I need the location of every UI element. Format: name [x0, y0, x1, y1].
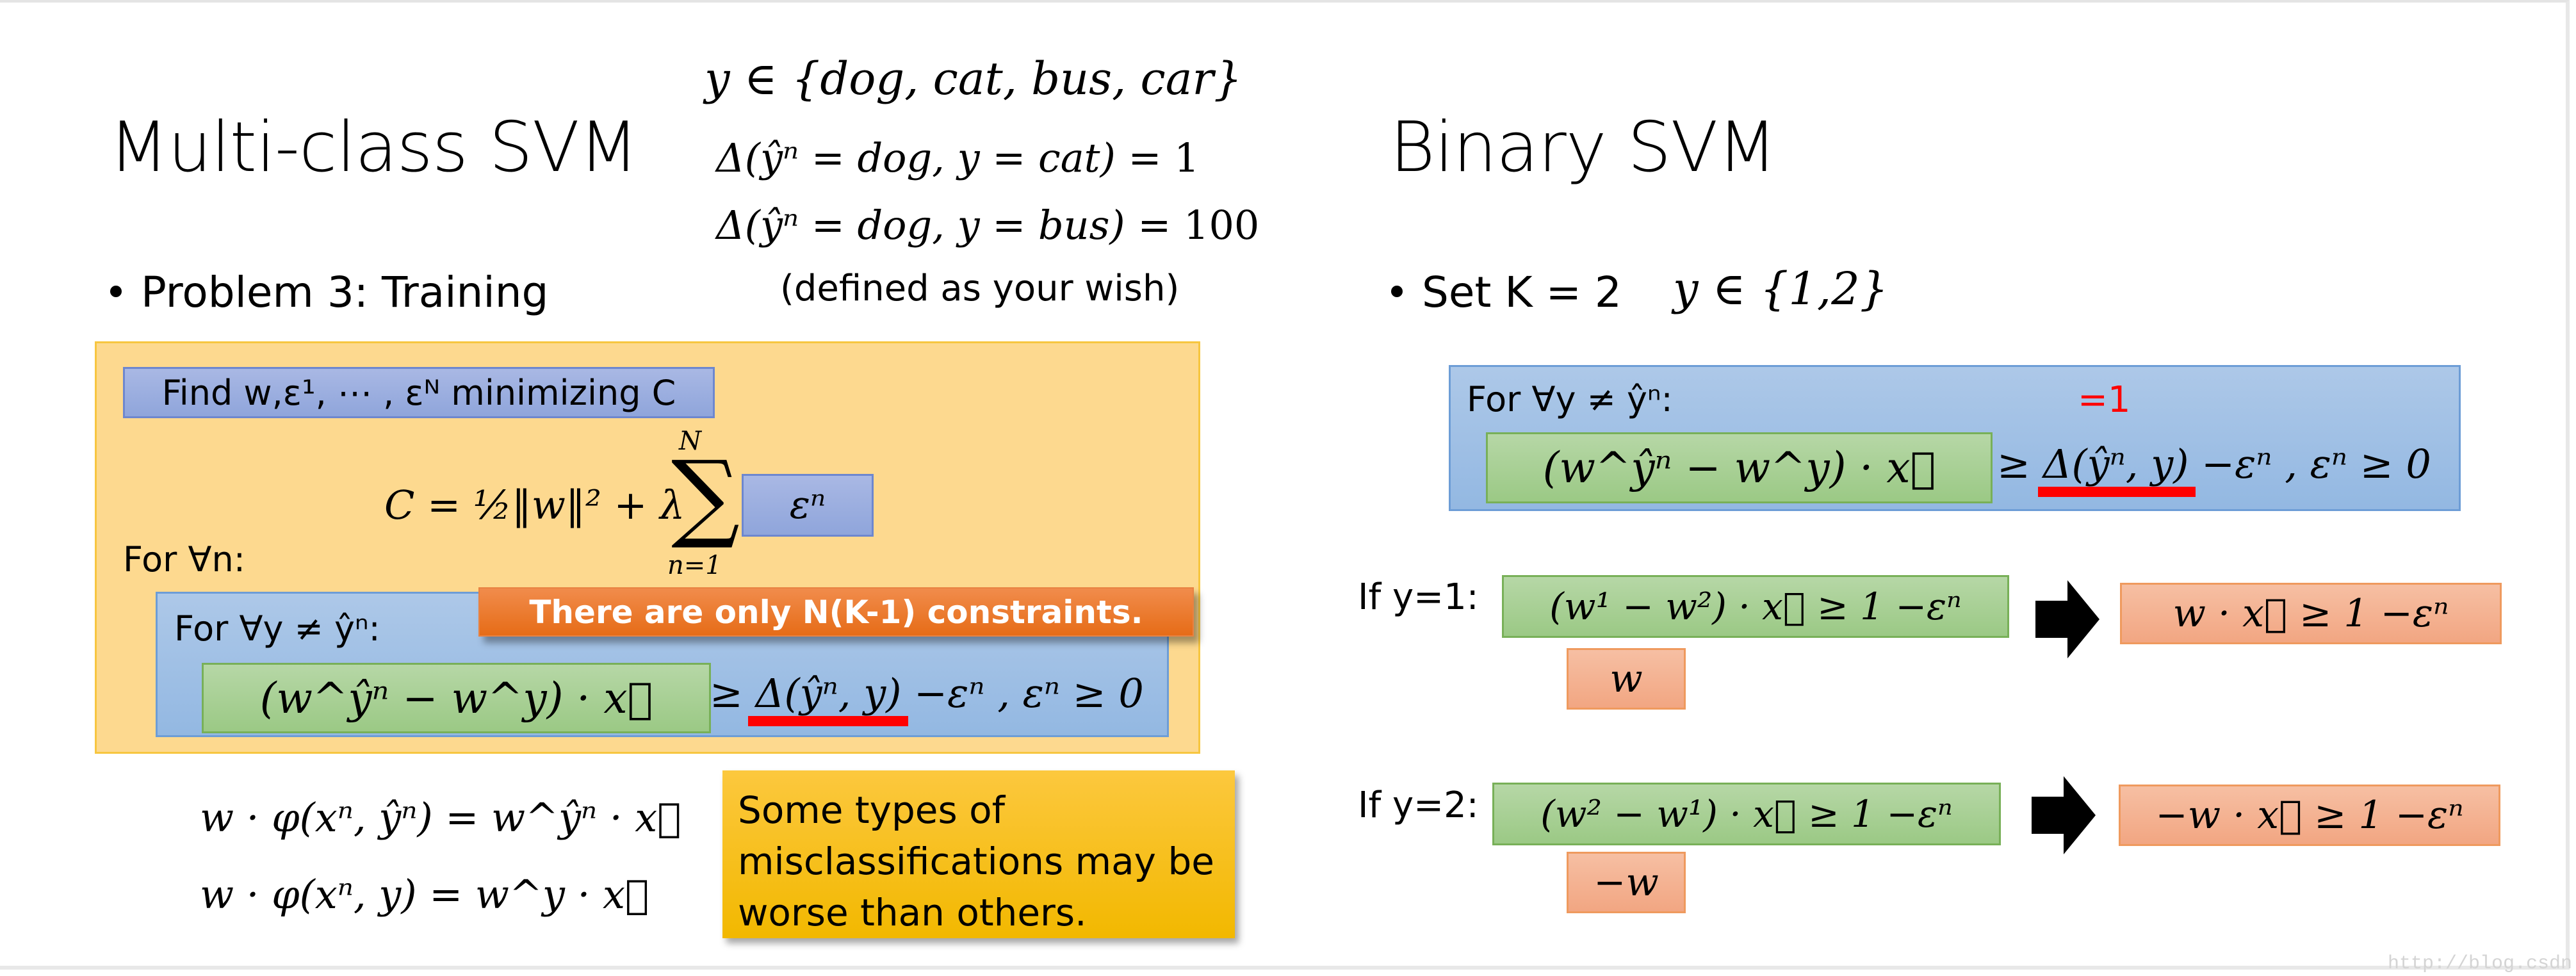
delta-underline-highlight	[748, 716, 908, 726]
constraint-delta-term: Δ(ŷⁿ, y)	[755, 670, 902, 717]
binary-delta-term: Δ(ŷⁿ, y)	[2042, 441, 2189, 487]
right-title: Binary SVM	[1390, 108, 1777, 188]
sum-symbol: ∑	[671, 441, 740, 552]
case-y2-substitution-box: −w	[1567, 852, 1686, 913]
case-y2-result-text: −w · x⃗ ≥ 1 −εⁿ	[2155, 793, 2464, 838]
binary-margin-term-text: (w^ŷⁿ − w^y) · x⃗	[1542, 443, 1936, 492]
binary-delta-underline-highlight	[2038, 487, 2196, 497]
margin-term-text: (w^ŷⁿ − w^y) · x⃗	[259, 673, 653, 723]
case-y1-result-text: w · x⃗ ≥ 1 −εⁿ	[2172, 591, 2449, 636]
case-y1-constraint-box: (w¹ − w²) · x⃗ ≥ 1 −εⁿ	[1502, 575, 2009, 638]
delta-example-1-value: = 1	[1128, 134, 1200, 181]
case-y2-label: If y=2:	[1358, 785, 1479, 826]
bullet-dot-icon	[110, 285, 122, 297]
constraint-slack-term: −εⁿ , εⁿ ≥ 0	[914, 670, 1144, 717]
case-y1-result-box: w · x⃗ ≥ 1 −εⁿ	[2120, 583, 2502, 644]
feature-equation-other: w · φ(xⁿ, y) = w^y · x⃗	[200, 871, 649, 918]
delta-example-1: Δ(ŷⁿ = dog, y = cat) = 1	[716, 134, 1200, 181]
arrow-right-icon	[2035, 580, 2099, 658]
case-y1-substitution-box: w	[1567, 648, 1686, 710]
delta-example-2-lhs: Δ(ŷⁿ = dog, y = bus)	[716, 202, 1125, 248]
case-y1-label: If y=1:	[1358, 576, 1479, 618]
case-y2-constraint-text: (w² − w¹) · x⃗ ≥ 1 −εⁿ	[1540, 792, 1953, 836]
misclassification-note-callout: Some types of misclassifications may be …	[722, 770, 1235, 938]
delta-example-2: Δ(ŷⁿ = dog, y = bus) = 100	[716, 202, 1259, 248]
slack-term-box: εⁿ	[742, 474, 874, 537]
case-y1-constraint-text: (w¹ − w²) · x⃗ ≥ 1 −εⁿ	[1549, 585, 1962, 628]
for-all-y-label: For ∀y ≠ ŷⁿ:	[174, 608, 380, 649]
constraint-ge-symbol: ≥	[710, 670, 743, 717]
delta-example-1-lhs: Δ(ŷⁿ = dog, y = cat)	[716, 134, 1116, 181]
constraint-rhs: ≥ Δ(ŷⁿ, y) −εⁿ , εⁿ ≥ 0	[710, 670, 1144, 717]
case-y1-substitution-text: w	[1610, 656, 1643, 701]
left-bullet-text: Problem 3: Training	[141, 268, 549, 317]
case-y2-substitution-text: −w	[1594, 860, 1659, 905]
left-bullet: Problem 3: Training	[110, 268, 548, 317]
slack-term-text: εⁿ	[789, 483, 826, 528]
binary-slack-term: −εⁿ , εⁿ ≥ 0	[2201, 441, 2431, 487]
find-objective-text: Find w,ε¹, ⋯ , εᴺ minimizing C	[161, 372, 676, 413]
label-set-equation: y ∈ {dog, cat, bus, car}	[705, 53, 1243, 105]
binary-for-all-y-label: For ∀y ≠ ŷⁿ:	[1467, 379, 1673, 419]
sum-upper-limit: N	[679, 427, 701, 456]
margin-term-box: (w^ŷⁿ − w^y) · x⃗	[202, 663, 711, 733]
bullet-dot-icon	[1391, 285, 1403, 297]
left-title: Multi-class SVM	[109, 108, 639, 188]
cost-function-lhs: C = ½‖w‖² + λ	[384, 482, 685, 528]
binary-ge-symbol: ≥	[1997, 441, 2030, 487]
delta-note: (defined as your wish)	[780, 268, 1180, 309]
delta-example-2-value: = 100	[1137, 202, 1260, 248]
right-bullet: Set K = 2	[1391, 268, 1622, 317]
find-objective-box: Find w,ε¹, ⋯ , εᴺ minimizing C	[123, 367, 715, 418]
binary-margin-term-box: (w^ŷⁿ − w^y) · x⃗	[1486, 432, 1993, 503]
case-y2-constraint-box: (w² − w¹) · x⃗ ≥ 1 −εⁿ	[1492, 783, 2001, 845]
binary-constraint-rhs: ≥ Δ(ŷⁿ, y) −εⁿ , εⁿ ≥ 0	[1997, 441, 2431, 487]
delta-equals-one-annotation: =1	[2078, 379, 2131, 421]
for-all-n-label: For ∀n:	[123, 539, 245, 580]
watermark-url: http://blog.csdn.net/xzy_thu	[2388, 953, 2576, 975]
binary-label-set: y ∈ {1,2}	[1673, 263, 1889, 315]
case-y2-result-box: −w · x⃗ ≥ 1 −εⁿ	[2119, 785, 2500, 846]
feature-equation-correct: w · φ(xⁿ, ŷⁿ) = w^ŷⁿ · x⃗	[200, 794, 681, 841]
arrow-right-icon	[2032, 776, 2096, 854]
sum-lower-limit: n=1	[667, 551, 722, 580]
misclassification-note-text: Some types of misclassifications may be …	[738, 788, 1214, 934]
constraint-count-text: There are only N(K-1) constraints.	[529, 593, 1143, 631]
right-bullet-text: Set K = 2	[1422, 268, 1622, 317]
constraint-count-callout: There are only N(K-1) constraints.	[478, 587, 1194, 637]
